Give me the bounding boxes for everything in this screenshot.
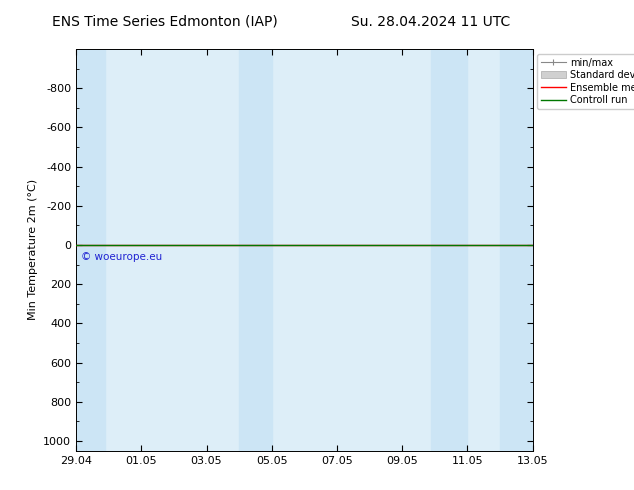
Bar (432, 49, 467, 451)
Bar (239, 49, 272, 451)
Bar (500, 49, 533, 451)
Y-axis label: Min Temperature 2m (°C): Min Temperature 2m (°C) (28, 179, 37, 320)
Bar (76, 49, 105, 451)
Text: © woeurope.eu: © woeurope.eu (81, 252, 162, 262)
Legend: min/max, Standard deviation, Ensemble mean run, Controll run: min/max, Standard deviation, Ensemble me… (538, 54, 634, 109)
Text: ENS Time Series Edmonton (IAP): ENS Time Series Edmonton (IAP) (52, 15, 278, 29)
Text: Su. 28.04.2024 11 UTC: Su. 28.04.2024 11 UTC (351, 15, 511, 29)
